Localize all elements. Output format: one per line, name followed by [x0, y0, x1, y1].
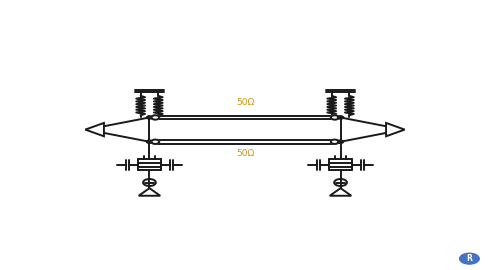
Circle shape: [338, 140, 343, 143]
Circle shape: [151, 140, 159, 144]
Circle shape: [147, 116, 152, 119]
Text: 50Ω: 50Ω: [236, 149, 254, 158]
Text: R: R: [466, 254, 472, 263]
Text: 50Ω: 50Ω: [236, 98, 254, 107]
Circle shape: [147, 140, 152, 143]
Circle shape: [338, 116, 343, 119]
Circle shape: [331, 140, 339, 144]
Circle shape: [331, 115, 339, 120]
Circle shape: [460, 253, 479, 264]
Circle shape: [151, 115, 159, 120]
